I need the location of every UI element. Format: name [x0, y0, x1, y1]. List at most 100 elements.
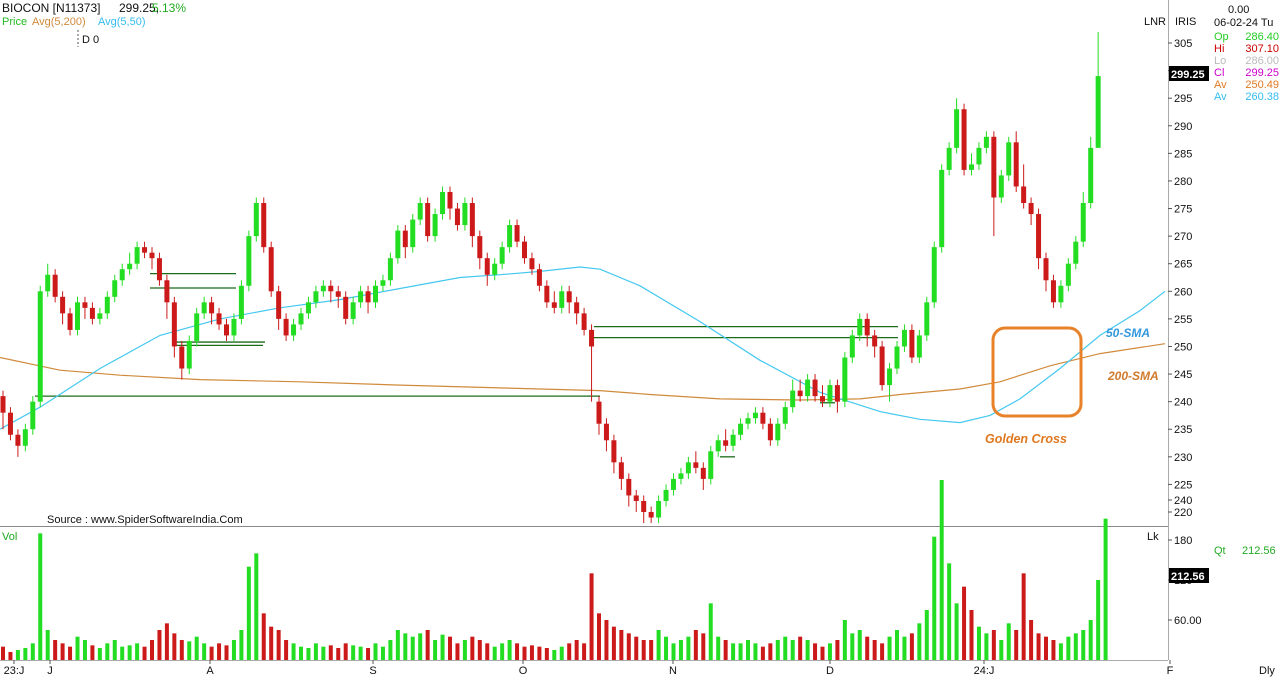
volume-tick-label: 60.00: [1174, 615, 1202, 627]
ohlc-label: Op: [1214, 31, 1229, 43]
volume-bar: [969, 610, 974, 660]
ohlc-value: 299.25: [1245, 67, 1279, 79]
candle-body: [738, 423, 744, 435]
x-tick-label: J: [47, 665, 53, 677]
candle-body: [22, 429, 28, 446]
candle-body: [1088, 147, 1094, 204]
volume-bar: [1058, 643, 1063, 660]
volume-bar: [276, 630, 281, 660]
y-tick-label: 275: [1174, 204, 1192, 216]
volume-bar: [45, 630, 50, 660]
volume-bar: [157, 630, 162, 660]
candle-body: [492, 263, 498, 275]
candle-body: [700, 467, 706, 479]
iris-label[interactable]: IRIS: [1175, 16, 1196, 28]
candle-body: [745, 418, 751, 424]
volume-bar: [150, 640, 154, 660]
candle-body: [156, 258, 162, 281]
candle-body: [164, 280, 170, 303]
volume-bar: [164, 623, 169, 660]
ohlc-label: Av: [1214, 79, 1227, 91]
volume-bar: [462, 640, 467, 660]
candle-body: [1058, 285, 1064, 303]
candle-body: [1073, 241, 1079, 264]
price-tag-box: [1169, 66, 1209, 81]
candle-body: [171, 302, 177, 347]
candle-body: [998, 175, 1004, 198]
candle-body: [186, 340, 192, 369]
volume-bar: [410, 636, 415, 660]
volume-tag-box: [1169, 568, 1209, 583]
volume-bar: [775, 640, 780, 660]
candle-body: [402, 230, 408, 248]
volume-bar: [217, 643, 222, 660]
volume-bar: [135, 643, 140, 660]
candle-body: [52, 274, 58, 297]
dly-label[interactable]: Dly: [1259, 665, 1275, 677]
volume-bar: [172, 633, 177, 660]
candle-body: [67, 313, 73, 330]
volume-bar: [857, 630, 862, 660]
candle-body: [283, 318, 289, 336]
volume-bar: [388, 640, 393, 660]
golden-cross-annotation: Golden Cross: [985, 432, 1067, 446]
x-tick-label: O: [519, 665, 528, 677]
volume-bar: [23, 648, 28, 660]
candle-body: [1006, 142, 1012, 176]
candle-body: [0, 396, 6, 413]
candle-body: [1028, 203, 1034, 215]
candle-body: [529, 258, 535, 270]
volume-bar: [60, 643, 65, 660]
volume-bar: [53, 640, 58, 660]
volume-bar: [403, 633, 408, 660]
candle-body: [276, 291, 282, 319]
volume-tick-label: 240: [1174, 495, 1192, 507]
volume-bar: [291, 643, 296, 660]
volume-bar: [321, 646, 326, 660]
volume-bar: [805, 640, 810, 660]
candle-body: [723, 440, 729, 446]
volume-bar: [686, 636, 691, 660]
candle-body: [909, 329, 915, 358]
volume-bar: [313, 643, 318, 660]
volume-bar: [909, 633, 914, 660]
candle-body: [142, 247, 148, 253]
candle-body: [410, 219, 416, 248]
y-tick-label: 255: [1174, 314, 1192, 326]
volume-bar: [746, 640, 750, 660]
candle-body: [1065, 263, 1071, 286]
ohlc-value: 260.38: [1245, 91, 1279, 103]
volume-bar: [865, 636, 870, 660]
candle-body: [15, 434, 21, 446]
candle-body: [507, 225, 513, 248]
candle-body: [901, 329, 907, 347]
y-tick-label: 235: [1174, 424, 1192, 436]
sma50-line: [0, 266, 1166, 430]
candle-body: [715, 440, 721, 452]
volume-bar: [999, 640, 1004, 660]
sma200-line: [0, 343, 1166, 401]
volume-bar: [597, 613, 601, 660]
candle-body: [305, 302, 311, 314]
change-percent: 5.13%: [152, 1, 186, 15]
volume-bar: [954, 603, 959, 660]
lnr-label[interactable]: LNR: [1144, 16, 1166, 28]
volume-bars-group: [1, 480, 1108, 660]
volume-bar: [120, 646, 125, 660]
candle-body: [685, 462, 691, 474]
volume-bar: [552, 650, 557, 660]
candle-body: [581, 313, 587, 330]
candle-body: [931, 247, 937, 303]
volume-bar: [1021, 573, 1026, 660]
volume-bar: [261, 613, 266, 660]
candle-body: [574, 302, 580, 314]
volume-bar: [127, 645, 132, 660]
candle-body: [536, 269, 542, 286]
y-tick-label: 265: [1174, 259, 1192, 271]
volume-bar: [1014, 630, 1019, 660]
y-tick-label: 305: [1174, 38, 1192, 50]
candle-body: [760, 412, 766, 424]
candle-body: [887, 368, 893, 386]
volume-bar: [284, 640, 289, 660]
volume-bar: [589, 573, 594, 660]
